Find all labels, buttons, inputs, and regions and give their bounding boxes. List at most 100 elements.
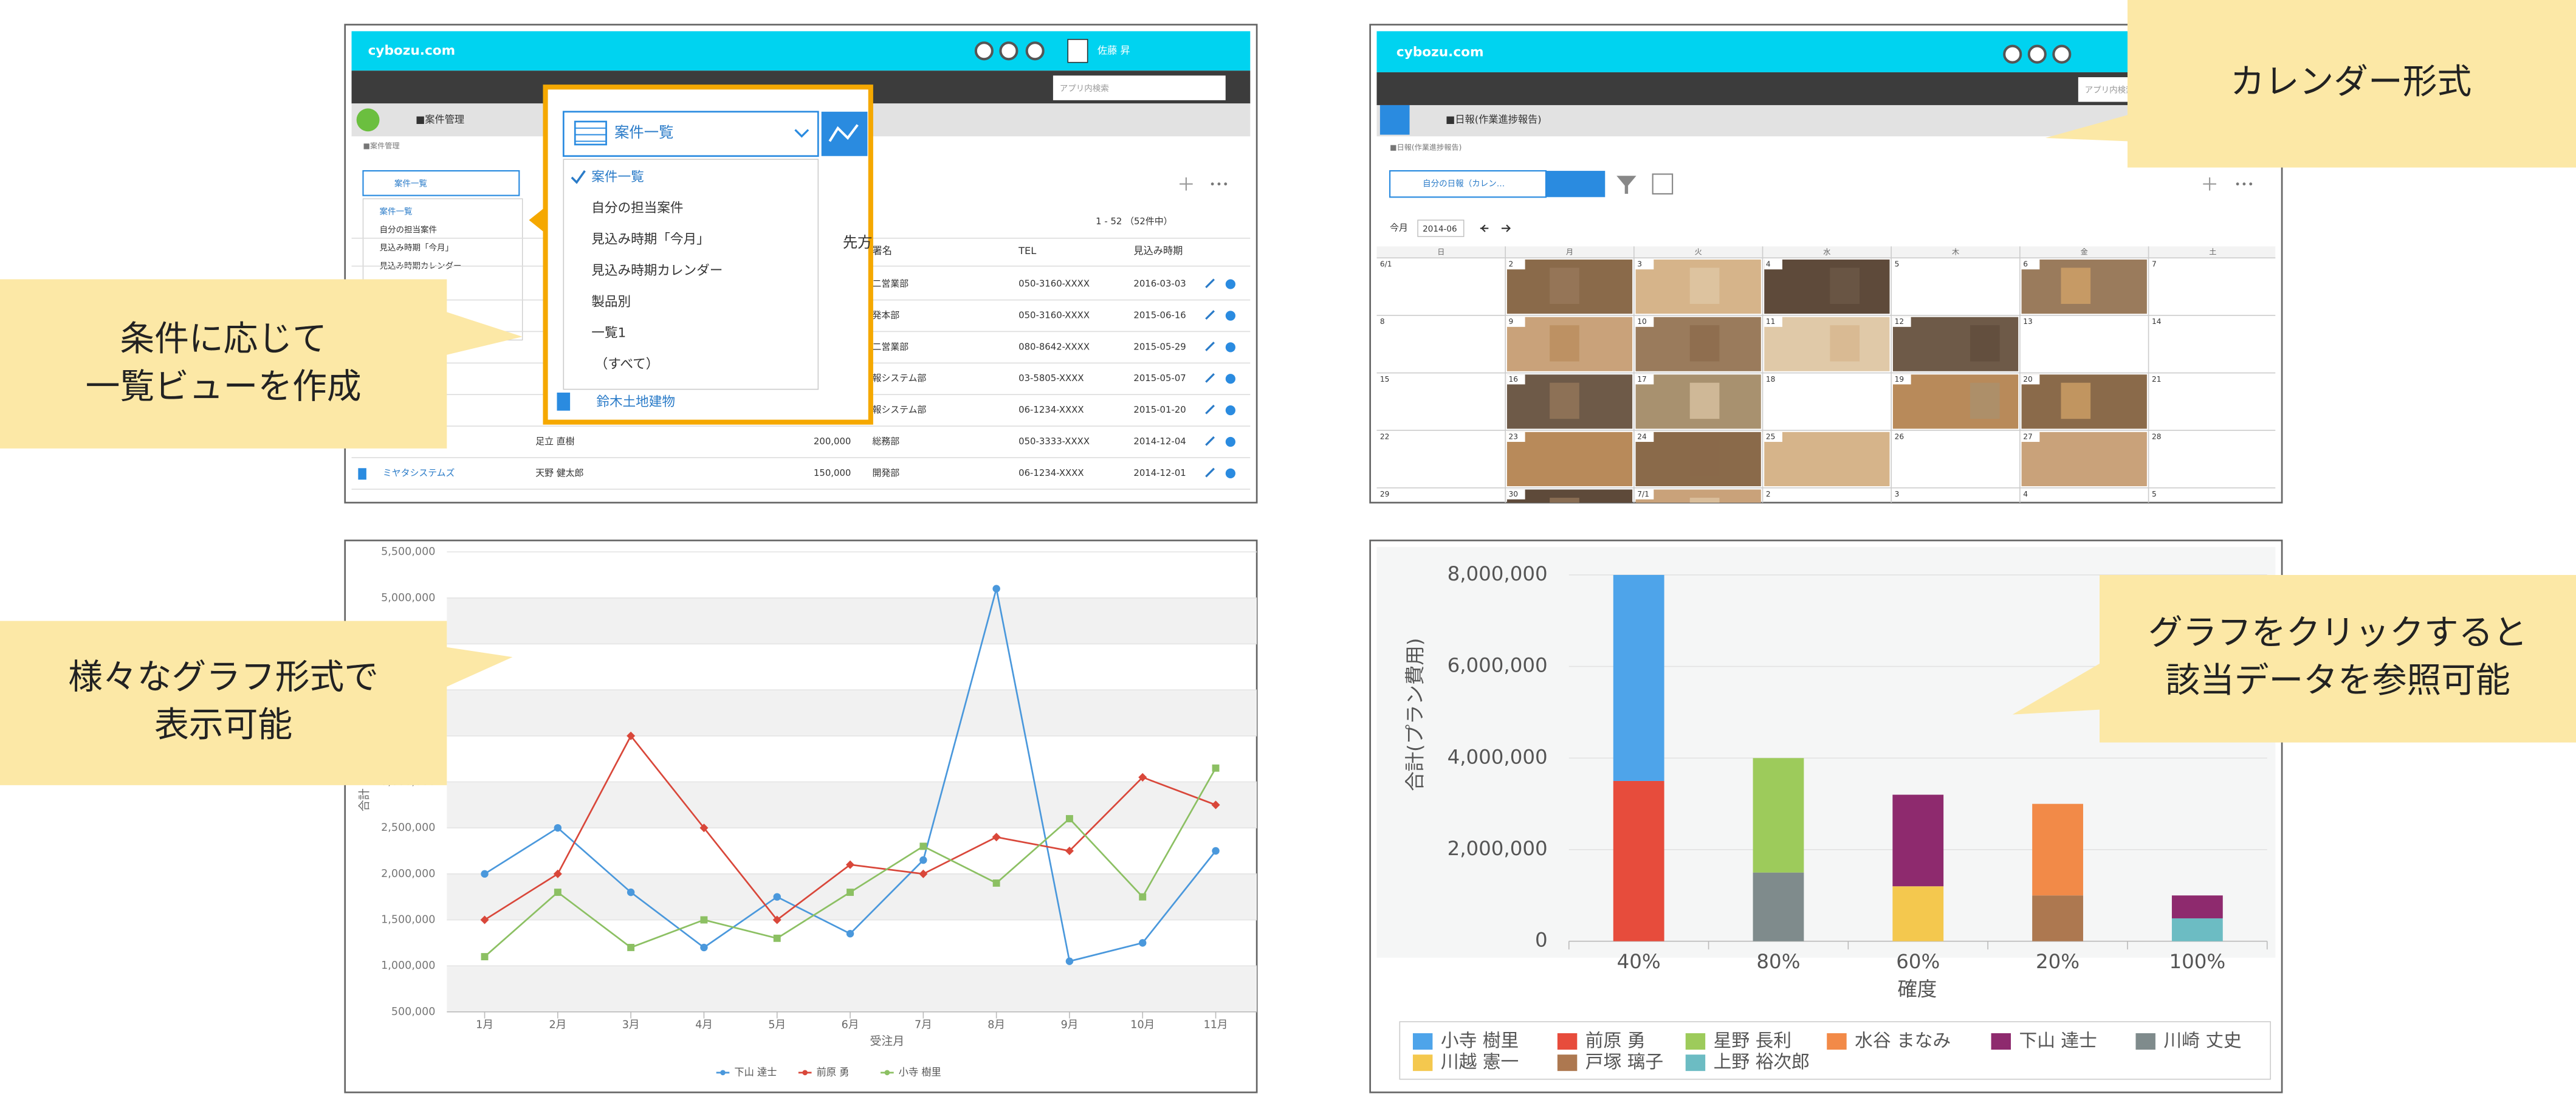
data-point — [1212, 847, 1220, 855]
y-tick-label: 1,000,000 — [381, 960, 435, 972]
more-icon — [2236, 182, 2239, 186]
date: 2 — [1766, 490, 1771, 498]
view-menu-item: 自分の担当案件 — [591, 201, 683, 216]
weekday: 月 — [1566, 247, 1573, 256]
column-header: 見込み時期 — [1133, 245, 1183, 256]
x-tick-label: 7月 — [915, 1019, 932, 1031]
photo-detail — [1689, 440, 1720, 476]
data-point — [919, 856, 927, 864]
x-axis-label: 確度 — [1897, 978, 1937, 1001]
y-tick-label: 2,500,000 — [381, 822, 435, 834]
callout-text: グラフをクリックすると — [2148, 613, 2527, 653]
table-cell: 2014-12-01 — [1133, 467, 1186, 478]
y-tick-label: 500,000 — [391, 1006, 436, 1018]
photo-detail — [2061, 382, 2091, 419]
date-bg — [1635, 374, 1654, 385]
legend-label: 星野 長利 — [1714, 1030, 1791, 1051]
photo — [1764, 432, 1890, 486]
date: 19 — [1895, 375, 1904, 384]
date-bg — [1764, 260, 1782, 270]
y-tick-label: 8,000,000 — [1448, 562, 1548, 585]
view-menu-item: 見込み時期「今月」 — [379, 243, 453, 253]
x-tick-label: 2月 — [549, 1019, 566, 1031]
data-point — [553, 869, 562, 878]
photo-detail — [1550, 440, 1579, 476]
view-menu-item: 見込み時期カレンダー — [591, 263, 723, 278]
callout-text: 様々なグラフ形式で — [68, 657, 379, 697]
edit-icon — [1205, 342, 1215, 351]
photo — [1764, 317, 1890, 371]
x-tick-label: 4月 — [695, 1019, 713, 1031]
grid-band — [447, 782, 1257, 828]
legend-swatch — [1827, 1033, 1847, 1050]
data-point — [773, 934, 781, 942]
photo-detail — [1689, 325, 1720, 362]
weekday: 日 — [1437, 247, 1444, 256]
legend-label: 川越 憲一 — [1441, 1051, 1519, 1073]
table-cell: 2015-05-29 — [1133, 341, 1186, 352]
header-icon — [2052, 44, 2072, 64]
date: 6/1 — [1380, 260, 1392, 269]
legend-label: 前原 勇 — [1585, 1030, 1646, 1051]
edit-icon — [1205, 404, 1215, 415]
date-bg — [2021, 260, 2040, 270]
edit-icon — [1205, 310, 1215, 320]
table-cell: 2015-05-07 — [1133, 373, 1186, 384]
date-bg — [1506, 432, 1525, 442]
view-select-label: 自分の日報（カレン… — [1423, 179, 1505, 189]
highlight-row: 鈴木土地建物 — [596, 394, 675, 410]
record-count: 1 - 52 （52件中） — [1096, 216, 1172, 227]
date: 25 — [1766, 432, 1775, 441]
date: 23 — [1509, 432, 1518, 441]
data-point — [481, 870, 489, 878]
callout — [2012, 574, 2576, 743]
view-menu-item: 自分の担当案件 — [379, 225, 437, 235]
more-icon — [2249, 182, 2253, 186]
legend-label: 水谷 まなみ — [1855, 1030, 1951, 1051]
table-cell: 天野 健太郎 — [535, 467, 583, 478]
weekday: 金 — [2081, 247, 2088, 256]
legend-swatch — [1412, 1033, 1433, 1050]
bar-segment — [2032, 895, 2083, 941]
data-point — [773, 893, 781, 901]
header-icon — [1025, 41, 1045, 61]
breadcrumb: ■案件管理 — [363, 141, 399, 150]
y-tick-label: 0 — [1535, 929, 1548, 952]
legend-swatch — [1412, 1054, 1433, 1072]
data-point — [700, 916, 708, 924]
date: 14 — [2152, 317, 2162, 326]
bar-segment — [2032, 803, 2083, 896]
y-tick-label: 2,000,000 — [1448, 837, 1548, 860]
date: 4 — [2023, 490, 2028, 498]
next-arrow — [1506, 224, 1511, 232]
date: 29 — [1380, 490, 1389, 498]
date-bg — [1892, 317, 1911, 327]
header-bar — [351, 31, 1251, 71]
weekday: 火 — [1695, 247, 1702, 256]
table-cell: 150,000 — [814, 467, 851, 478]
date: 7 — [2152, 260, 2157, 269]
photo-detail — [1689, 497, 1720, 503]
y-tick-label: 6,000,000 — [1448, 654, 1548, 677]
x-tick-label: 80% — [1756, 950, 1800, 973]
legend-label: 上野 裕次郎 — [1714, 1051, 1810, 1073]
table-cell: 050-3333-XXXX — [1018, 436, 1090, 447]
callout — [2045, 0, 2576, 168]
more-icon — [1217, 182, 1221, 186]
data-point — [1212, 764, 1220, 772]
data-point — [919, 842, 927, 850]
callout-text: 表示可能 — [154, 705, 292, 745]
date-bg — [1635, 432, 1654, 442]
photo-detail — [1830, 267, 1860, 304]
photo-detail — [1550, 267, 1579, 304]
check-icon — [571, 170, 586, 184]
table-cell: 03-5805-XXXX — [1018, 373, 1084, 384]
date-bg — [1892, 374, 1911, 385]
detail-icon — [1225, 436, 1235, 447]
detail-icon — [1225, 279, 1235, 289]
y-tick-label: 1,500,000 — [381, 914, 435, 926]
view-menu — [563, 159, 819, 390]
legend-label: 前原 勇 — [817, 1066, 850, 1078]
data-point — [627, 888, 635, 896]
